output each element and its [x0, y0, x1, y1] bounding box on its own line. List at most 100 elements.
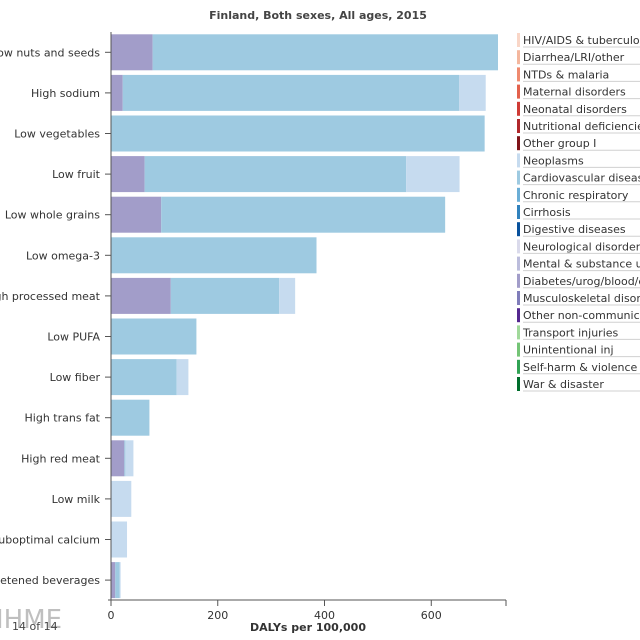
legend-label: Maternal disorders: [523, 86, 626, 99]
category-label: Low omega-3: [26, 249, 100, 262]
legend-label: Cirrhosis: [523, 206, 571, 219]
legend-item-neurological-disorders[interactable]: Neurological disorders: [517, 239, 640, 254]
legend-label: Digestive diseases: [523, 223, 626, 236]
bar-low-nuts-and-seeds-diabetes-urog-blood-endo[interactable]: [111, 34, 153, 71]
category-label: High sodium: [31, 87, 100, 100]
category-label: High sugar-sweetened beverages: [0, 574, 100, 587]
category-label: Low PUFA: [47, 331, 100, 344]
bar-low-pufa-cardiovascular-diseases[interactable]: [111, 318, 197, 355]
legend-swatch: [517, 291, 520, 305]
bar-high-processed-meat-diabetes-urog-blood-endo[interactable]: [111, 277, 171, 314]
bar-high-red-meat-diabetes-urog-blood-endo[interactable]: [111, 440, 125, 477]
legend-item-transport-injuries[interactable]: Transport injuries: [517, 325, 640, 340]
legend-item-nutritional-deficiencies[interactable]: Nutritional deficiencies: [517, 119, 640, 134]
bar-low-fiber-cardiovascular-diseases[interactable]: [111, 359, 177, 396]
legend-swatch: [517, 222, 520, 237]
bar-low-fiber-neoplasms[interactable]: [176, 359, 189, 396]
bar-low-whole-grains-diabetes-urog-blood-endo[interactable]: [111, 196, 162, 233]
category-label: Suboptimal calcium: [0, 534, 100, 547]
x-axis-label: DALYs per 100,000: [250, 621, 366, 634]
bar-low-fruit-cardiovascular-diseases[interactable]: [144, 156, 407, 193]
legend-label: Transport injuries: [522, 326, 619, 339]
legend-label: NTDs & malaria: [523, 68, 609, 81]
legend-swatch: [517, 170, 520, 185]
legend-item-neoplasms[interactable]: Neoplasms: [517, 153, 640, 168]
bar-high-sodium-neoplasms[interactable]: [459, 74, 486, 111]
legend-label: War & disaster: [523, 378, 604, 391]
legend-item-musculoskeletal-disorders[interactable]: Musculoskeletal disorders: [517, 291, 640, 306]
bar-low-fruit-diabetes-urog-blood-endo[interactable]: [111, 156, 145, 193]
legend-swatch: [517, 153, 520, 168]
legend-item-other-non-communicable[interactable]: Other non-communicable: [517, 308, 640, 323]
legend-label: Diabetes/urog/blood/endo: [523, 275, 640, 288]
legend-label: Neoplasms: [523, 154, 584, 167]
legend-swatch: [517, 359, 520, 374]
legend-label: Musculoskeletal disorders: [523, 292, 640, 305]
legend-label: Diarrhea/LRI/other: [523, 51, 625, 64]
bar-high-processed-meat-neoplasms[interactable]: [279, 277, 296, 314]
legend-item-diabetes-urog-blood-endo[interactable]: Diabetes/urog/blood/endo: [517, 273, 640, 289]
page-indicator: 14 of 14: [12, 620, 58, 633]
bar-low-whole-grains-cardiovascular-diseases[interactable]: [161, 196, 446, 233]
bar-low-omega-3-cardiovascular-diseases[interactable]: [111, 237, 317, 274]
legend-item-self-harm-violence[interactable]: Self-harm & violence: [517, 359, 640, 375]
x-tick-label: 200: [207, 609, 228, 622]
legend-item-maternal-disorders[interactable]: Maternal disorders: [517, 84, 640, 100]
legend-item-unintentional-inj[interactable]: Unintentional inj: [517, 342, 640, 358]
legend-swatch: [517, 256, 520, 271]
legend: HIV/AIDS & tuberculosis Diarrhea/LRI/othe…: [517, 33, 640, 392]
legend-item-hiv-aids-tuberculosis[interactable]: HIV/AIDS & tuberculosis: [517, 33, 640, 48]
legend-item-mental-substance-use[interactable]: Mental & substance use: [517, 256, 640, 272]
legend-item-chronic-respiratory[interactable]: Chronic respiratory: [517, 187, 640, 203]
legend-swatch: [517, 67, 520, 82]
category-label: Low fruit: [52, 168, 101, 181]
bar-low-milk-neoplasms[interactable]: [111, 480, 132, 517]
chart-title: Finland, Both sexes, All ages, 2015: [209, 9, 427, 22]
legend-swatch: [517, 187, 520, 202]
bar-high-sugar-sweetened-beverages-diabetes-urog-blood-endo[interactable]: [111, 562, 116, 599]
category-label: Low milk: [52, 493, 101, 506]
category-label: Low whole grains: [5, 209, 100, 222]
legend-swatch: [517, 342, 520, 357]
bar-low-fruit-neoplasms[interactable]: [406, 156, 460, 193]
bar-high-red-meat-cardiovascular-diseases[interactable]: [124, 440, 126, 477]
category-label: High red meat: [21, 452, 101, 465]
bar-high-processed-meat-cardiovascular-diseases[interactable]: [170, 277, 280, 314]
bar-high-sodium-cardiovascular-diseases[interactable]: [122, 74, 460, 111]
legend-label: Other non-communicable: [523, 309, 640, 322]
bar-high-trans-fat-cardiovascular-diseases[interactable]: [111, 399, 150, 436]
legend-item-ntds-malaria[interactable]: NTDs & malaria: [517, 67, 640, 82]
category-label: High trans fat: [25, 412, 101, 425]
bar-low-vegetables-cardiovascular-diseases[interactable]: [111, 115, 485, 152]
x-tick-label: 0: [108, 609, 115, 622]
legend-swatch: [517, 205, 520, 219]
legend-swatch: [517, 50, 520, 65]
legend-swatch: [517, 377, 520, 391]
legend-item-cardiovascular-diseases[interactable]: Cardiovascular diseases: [517, 170, 640, 186]
x-tick-label: 600: [421, 609, 442, 622]
legend-item-cirrhosis[interactable]: Cirrhosis: [517, 205, 640, 220]
category-label: Low vegetables: [14, 128, 100, 141]
legend-item-war-disaster[interactable]: War & disaster: [517, 377, 640, 392]
bar-high-red-meat-neoplasms[interactable]: [125, 440, 134, 477]
x-tick-label: 400: [314, 609, 335, 622]
legend-item-neonatal-disorders[interactable]: Neonatal disorders: [517, 101, 640, 117]
bar-low-nuts-and-seeds-cardiovascular-diseases[interactable]: [152, 34, 498, 71]
bar-high-sugar-sweetened-beverages-cardiovascular-diseases[interactable]: [115, 562, 120, 599]
legend-label: Chronic respiratory: [523, 189, 629, 202]
legend-item-digestive-diseases[interactable]: Digestive diseases: [517, 222, 640, 237]
legend-label: Unintentional inj: [523, 344, 614, 357]
legend-label: Neurological disorders: [523, 240, 640, 253]
bar-high-sugar-sweetened-beverages-neoplasms[interactable]: [119, 562, 121, 599]
category-label: Low nuts and seeds: [0, 46, 100, 59]
category-label: Low fiber: [50, 371, 101, 384]
legend-swatch: [517, 273, 520, 288]
category-label: High processed meat: [0, 290, 101, 303]
legend-item-diarrhea-lri-other[interactable]: Diarrhea/LRI/other: [517, 50, 640, 65]
legend-swatch: [517, 33, 520, 47]
bar-high-sodium-diabetes-urog-blood-endo[interactable]: [111, 74, 123, 111]
legend-label: Neonatal disorders: [523, 103, 627, 116]
legend-label: Nutritional deficiencies: [523, 120, 640, 133]
bar-suboptimal-calcium-neoplasms[interactable]: [111, 521, 128, 558]
legend-item-other-group-i[interactable]: Other group I: [517, 136, 640, 151]
